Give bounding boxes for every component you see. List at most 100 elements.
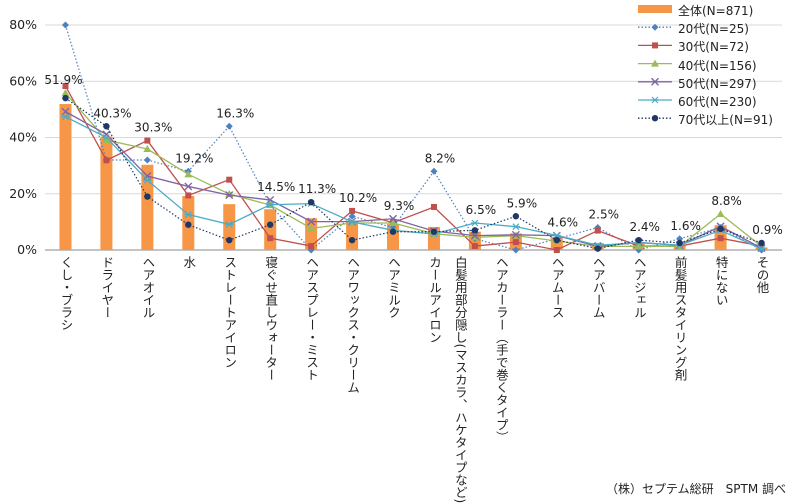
series-marker xyxy=(266,201,275,209)
bar xyxy=(141,164,154,250)
series-marker xyxy=(594,245,601,252)
legend-marker xyxy=(652,42,658,49)
series-marker xyxy=(634,242,643,250)
legend-entry: 40代(N=156) xyxy=(678,58,757,73)
data-label: 30.3% xyxy=(134,121,172,135)
x-tick-label: ヘアジェル xyxy=(631,256,647,319)
x-tick-label: くし・ブラシ xyxy=(58,256,74,331)
series-marker xyxy=(102,136,111,144)
data-label: 2.4% xyxy=(629,220,660,234)
legend-entry: 70代以上(N=91) xyxy=(678,113,773,128)
data-label: 8.2% xyxy=(425,151,456,165)
series-marker xyxy=(389,214,398,223)
series-marker xyxy=(594,227,601,234)
series-marker xyxy=(717,225,724,233)
series-marker xyxy=(389,228,397,235)
x-tick-label: その他 xyxy=(754,256,770,294)
series-marker xyxy=(389,219,398,226)
series-marker xyxy=(676,239,683,247)
series-marker xyxy=(635,236,642,244)
data-label: 8.8% xyxy=(711,194,742,208)
x-tick-label: ヘアミルク xyxy=(386,256,402,319)
series-marker xyxy=(307,198,315,206)
x-tick-label: ヘアスプレー・ミスト xyxy=(304,256,320,381)
series-marker xyxy=(308,243,315,250)
data-label: 11.3% xyxy=(298,182,336,196)
data-label: 6.5% xyxy=(466,203,497,217)
series-marker xyxy=(184,170,193,178)
data-label: 40.3% xyxy=(93,106,131,120)
series-marker xyxy=(103,157,110,164)
series-marker xyxy=(430,203,437,210)
series-marker xyxy=(226,236,233,244)
bar xyxy=(59,104,72,250)
x-tick-label: ストレートアイロン xyxy=(222,256,238,369)
data-label: 9.3% xyxy=(384,199,415,213)
series-marker xyxy=(758,239,765,247)
legend-entry: 20代(N=25) xyxy=(678,22,749,37)
x-tick-label: ヘアムース xyxy=(549,256,565,319)
series-marker xyxy=(512,239,519,246)
data-label: 1.6% xyxy=(670,219,701,233)
y-tick-label: 20% xyxy=(9,186,37,201)
series-line xyxy=(65,97,762,250)
series-marker xyxy=(266,221,274,228)
x-tick-label: 前髪用スタイリング剤 xyxy=(672,256,688,381)
x-tick-label: 特にない xyxy=(713,256,729,306)
series-marker xyxy=(185,221,192,228)
series-marker xyxy=(267,235,274,242)
y-tick-label: 60% xyxy=(9,73,37,88)
series-marker xyxy=(471,243,478,250)
series-marker xyxy=(184,182,193,191)
series-marker xyxy=(470,231,479,240)
series-marker xyxy=(757,245,766,253)
series-marker xyxy=(143,156,151,164)
series-marker xyxy=(102,134,111,141)
series-marker xyxy=(61,21,69,29)
legend-marker xyxy=(651,77,659,86)
series-marker xyxy=(512,213,520,220)
series-marker xyxy=(225,122,233,130)
x-tick-label: 水 xyxy=(181,256,197,269)
series-marker xyxy=(470,219,479,227)
series-marker xyxy=(185,192,192,199)
bar xyxy=(100,136,113,250)
series-marker xyxy=(225,191,234,200)
series-marker xyxy=(430,228,438,235)
x-tick-label: ヘアオイル xyxy=(140,256,156,319)
series-marker xyxy=(307,217,316,226)
source-note: （株）セプテム総研 SPTM 調べ xyxy=(606,482,786,496)
series-marker xyxy=(430,167,438,175)
series-marker xyxy=(307,224,316,232)
x-tick-label: ヘアワックス・クリーム xyxy=(345,256,361,394)
series-marker xyxy=(512,246,520,254)
series-marker xyxy=(103,123,110,130)
legend-entry: 60代(N=230) xyxy=(678,95,757,109)
y-tick-label: 0% xyxy=(17,242,37,257)
series-marker xyxy=(471,227,479,234)
legend-entry: 全体(N=871) xyxy=(678,4,754,18)
legend-entry: 50代(N=297) xyxy=(678,76,757,91)
legend-marker xyxy=(651,115,659,122)
x-tick-label: カールアイロン xyxy=(426,256,442,344)
data-label: 0.9% xyxy=(752,223,783,237)
y-tick-label: 80% xyxy=(9,17,37,32)
legend-marker xyxy=(651,23,659,31)
series-marker xyxy=(553,247,560,253)
data-label: 16.3% xyxy=(216,106,254,120)
series-marker xyxy=(348,236,356,244)
data-label: 14.5% xyxy=(257,180,295,194)
x-tick-label: ヘアバーム xyxy=(590,256,606,319)
series-marker xyxy=(226,176,233,183)
series-marker xyxy=(62,83,69,90)
data-label: 19.2% xyxy=(175,151,213,165)
series-marker xyxy=(349,207,356,214)
data-label: 2.5% xyxy=(589,208,620,222)
series-line xyxy=(65,116,762,250)
series-marker xyxy=(61,113,70,121)
series-marker xyxy=(716,210,725,217)
legend-marker xyxy=(651,96,659,104)
series-marker xyxy=(144,193,151,200)
series-marker xyxy=(552,231,561,239)
